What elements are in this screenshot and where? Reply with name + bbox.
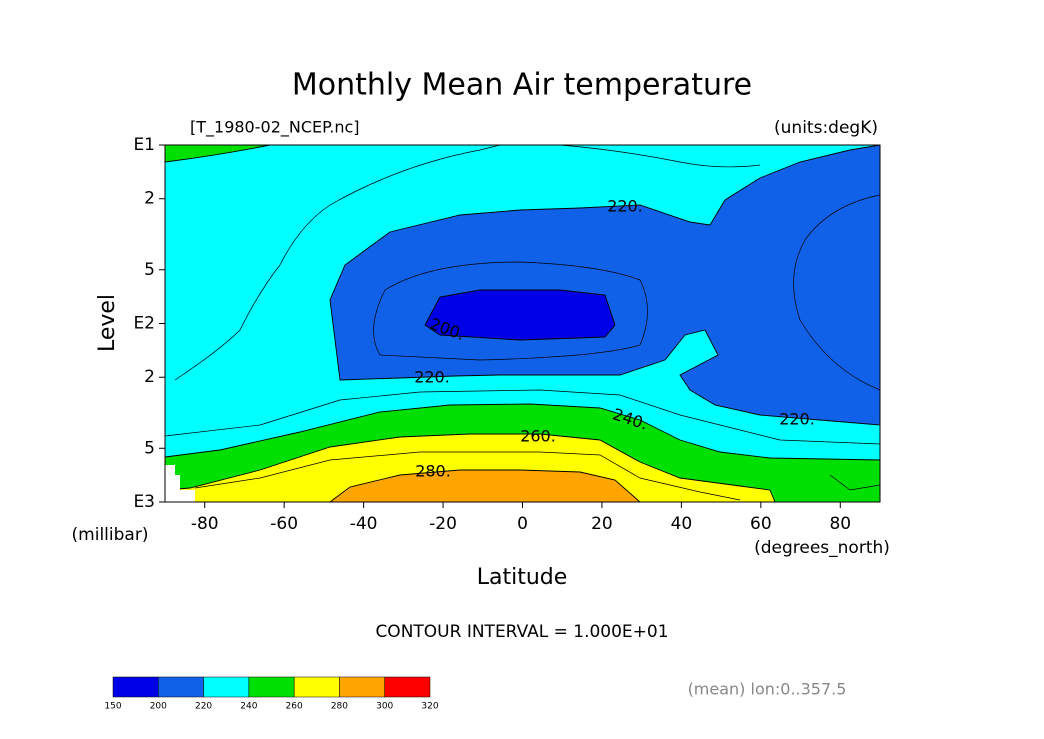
subtitle: [T_1980-02_NCEP.nc]: [190, 118, 360, 138]
contour-labels: 220. 200. 220. 240. 220. 260. 280.: [414, 197, 815, 481]
contour-line: [373, 261, 648, 361]
x-tick-label: -80: [191, 514, 219, 534]
contour-line: [174, 144, 501, 381]
contour-label: 220.: [414, 368, 450, 387]
y-tick-label: 2: [144, 189, 155, 209]
colorbar-label: 300: [376, 702, 393, 712]
x-tick-label: 40: [671, 514, 693, 534]
colorbar-box: [203, 676, 250, 698]
contour-line: [194, 451, 741, 501]
contour-lines: [164, 144, 881, 501]
x-tick-label: 60: [750, 514, 772, 534]
colorbar-box: [112, 676, 159, 698]
x-tick-label: -60: [270, 514, 298, 534]
chart-title: Monthly Mean Air temperature: [292, 68, 752, 103]
contour-interval: CONTOUR INTERVAL = 1.000E+01: [375, 622, 668, 642]
contour-line: [829, 474, 881, 491]
contour-label: 220.: [607, 197, 643, 216]
y-tick-label: E1: [133, 135, 155, 155]
missing-data: [165, 465, 195, 502]
colorbar-label: 280: [331, 702, 348, 712]
contour-fill: [164, 144, 881, 503]
colorbar-label: 320: [421, 702, 438, 712]
x-tick-label: -20: [429, 514, 457, 534]
y-tick-label: 2: [144, 367, 155, 387]
contour-region: [164, 144, 271, 163]
y-axis-title: Level: [95, 294, 120, 352]
contour-line: [559, 144, 761, 168]
colorbar-label: 200: [150, 702, 167, 712]
contour-region: [328, 469, 642, 503]
x-tick-label: 20: [591, 514, 613, 534]
y-axis-unit: (millibar): [72, 525, 149, 545]
x-tick-label: -40: [350, 514, 378, 534]
colorbar-label: 150: [104, 702, 121, 712]
x-tick-label: 0: [517, 514, 528, 534]
colorbar-label: 220: [195, 702, 212, 712]
contour-line: [164, 389, 881, 445]
contour-region: [424, 289, 616, 341]
note: (mean) lon:0..357.5: [688, 680, 847, 699]
contour-line: [793, 194, 881, 391]
contour-label: 280.: [415, 462, 451, 481]
units: (units:degK): [774, 118, 878, 138]
x-tick-label: 80: [829, 514, 851, 534]
contour-region: [164, 433, 776, 503]
y-tick-label: E3: [133, 492, 155, 512]
colorbar-label: 240: [240, 702, 257, 712]
colorbar-label: 260: [286, 702, 303, 712]
colorbar-box: [248, 676, 295, 698]
contour-label: 260.: [520, 427, 556, 446]
x-axis-unit: (degrees_north): [754, 538, 890, 558]
contour-label: 220.: [779, 410, 815, 429]
colorbar-box: [384, 676, 431, 698]
x-axis-title: Latitude: [477, 565, 568, 590]
colorbar-box: [293, 676, 340, 698]
y-tick-label: E2: [133, 314, 155, 334]
colorbar-box: [339, 676, 385, 698]
y-tick-label: 5: [144, 438, 155, 458]
y-tick-label: 5: [144, 260, 155, 280]
colorbar-box: [158, 676, 204, 698]
